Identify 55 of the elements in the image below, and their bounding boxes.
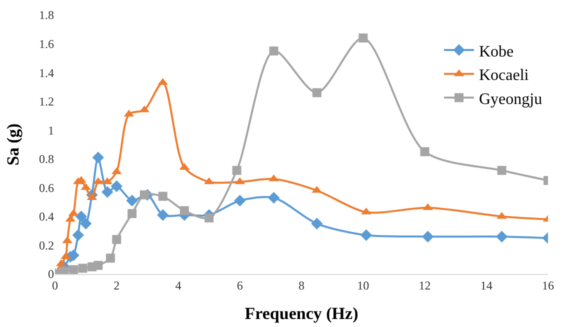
x-tick-label: 8	[298, 278, 304, 292]
point	[311, 218, 323, 230]
legend-label: Kocaeli	[479, 67, 530, 84]
point	[496, 230, 508, 242]
point	[140, 190, 149, 200]
point	[269, 46, 278, 56]
point	[78, 264, 88, 273]
y-tick-label: 1.6	[39, 36, 54, 51]
point	[128, 209, 137, 218]
y-axis-title: Sa (g)	[4, 123, 23, 166]
point	[102, 186, 114, 198]
point	[360, 229, 372, 241]
y-tick-label: 0.6	[39, 180, 54, 195]
point	[68, 265, 78, 274]
point	[112, 234, 122, 244]
x-tick-label: 12	[418, 278, 431, 292]
point	[497, 166, 506, 175]
y-tick-label: 0.4	[39, 210, 54, 224]
point	[60, 266, 69, 274]
point	[126, 194, 138, 206]
point	[312, 88, 322, 98]
y-tick-label: 1.8	[39, 8, 54, 22]
y-tick-label: 1.2	[39, 94, 54, 109]
x-tick-label: 6	[236, 278, 243, 292]
point	[156, 209, 169, 221]
x-tick-label: 2	[114, 278, 120, 292]
point	[92, 152, 104, 164]
point	[110, 180, 122, 192]
point	[204, 213, 214, 222]
x-tick-label: 14	[480, 278, 492, 292]
y-tick-label: 0.2	[39, 238, 54, 252]
point	[420, 147, 430, 156]
legend-label: Kobe	[479, 43, 514, 60]
legend-label: Gyeongju	[479, 90, 542, 108]
x-tick-label: 10	[357, 278, 370, 292]
point	[80, 218, 92, 230]
point	[234, 194, 246, 206]
point	[232, 166, 242, 175]
point	[94, 260, 103, 270]
point	[268, 192, 280, 204]
point	[72, 229, 84, 241]
x-tick-label: 16	[542, 278, 554, 292]
y-tick-label: 1.4	[39, 66, 54, 80]
point	[158, 192, 168, 201]
point	[106, 254, 115, 263]
y-tick-label: 0.8	[39, 152, 54, 166]
x-tick-label: 4	[175, 278, 182, 292]
point	[358, 34, 368, 43]
x-axis-title: Frequency (Hz)	[244, 304, 358, 323]
point	[75, 210, 88, 222]
point	[422, 230, 434, 242]
y-tick-label: 0	[48, 267, 54, 282]
point	[180, 206, 189, 216]
y-tick-label: 1	[48, 123, 54, 138]
point	[496, 212, 507, 219]
